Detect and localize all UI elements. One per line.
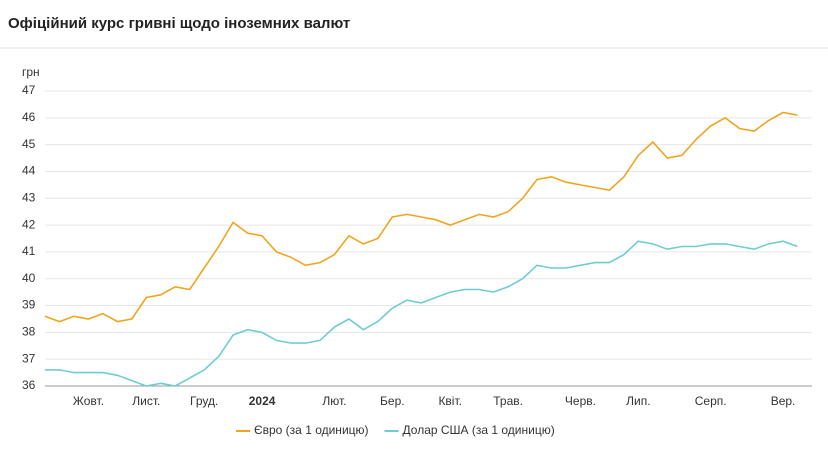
y-tick-label: 44: [22, 164, 36, 178]
x-tick-label: Жовт.: [73, 394, 104, 408]
x-tick-label: Груд.: [190, 394, 218, 408]
x-tick-label: Квіт.: [438, 394, 462, 408]
x-tick-label: 2024: [249, 394, 276, 408]
legend-label: Євро (за 1 одиницю): [254, 423, 369, 437]
legend-label: Долар США (за 1 одиницю): [403, 423, 555, 437]
line-series: [45, 240, 798, 387]
y-tick-label: 39: [22, 298, 36, 312]
y-tick-label: 47: [22, 83, 36, 97]
y-tick-label: 38: [22, 325, 36, 339]
y-axis-label: грн: [22, 65, 40, 79]
x-tick-label: Бер.: [380, 394, 405, 408]
y-tick-label: 40: [22, 271, 36, 285]
x-tick-label: Черв.: [565, 394, 596, 408]
y-tick-label: 45: [22, 137, 36, 151]
y-tick-label: 41: [22, 244, 36, 258]
y-tick-label: 37: [22, 351, 36, 365]
x-tick-label: Лют.: [322, 394, 346, 408]
chart-title: Офіційний курс гривні щодо іноземних вал…: [8, 15, 350, 32]
y-tick-label: 43: [22, 190, 36, 204]
x-tick-label: Вер.: [771, 394, 796, 408]
y-tick-label: 42: [22, 217, 36, 231]
y-tick-label: 36: [22, 378, 36, 392]
x-tick-label: Трав.: [493, 394, 523, 408]
x-tick-label: Серп.: [695, 394, 727, 408]
x-tick-label: Лист.: [132, 394, 160, 408]
y-tick-label: 46: [22, 110, 36, 124]
line-series: [44, 111, 798, 323]
x-tick-label: Лип.: [626, 394, 650, 408]
